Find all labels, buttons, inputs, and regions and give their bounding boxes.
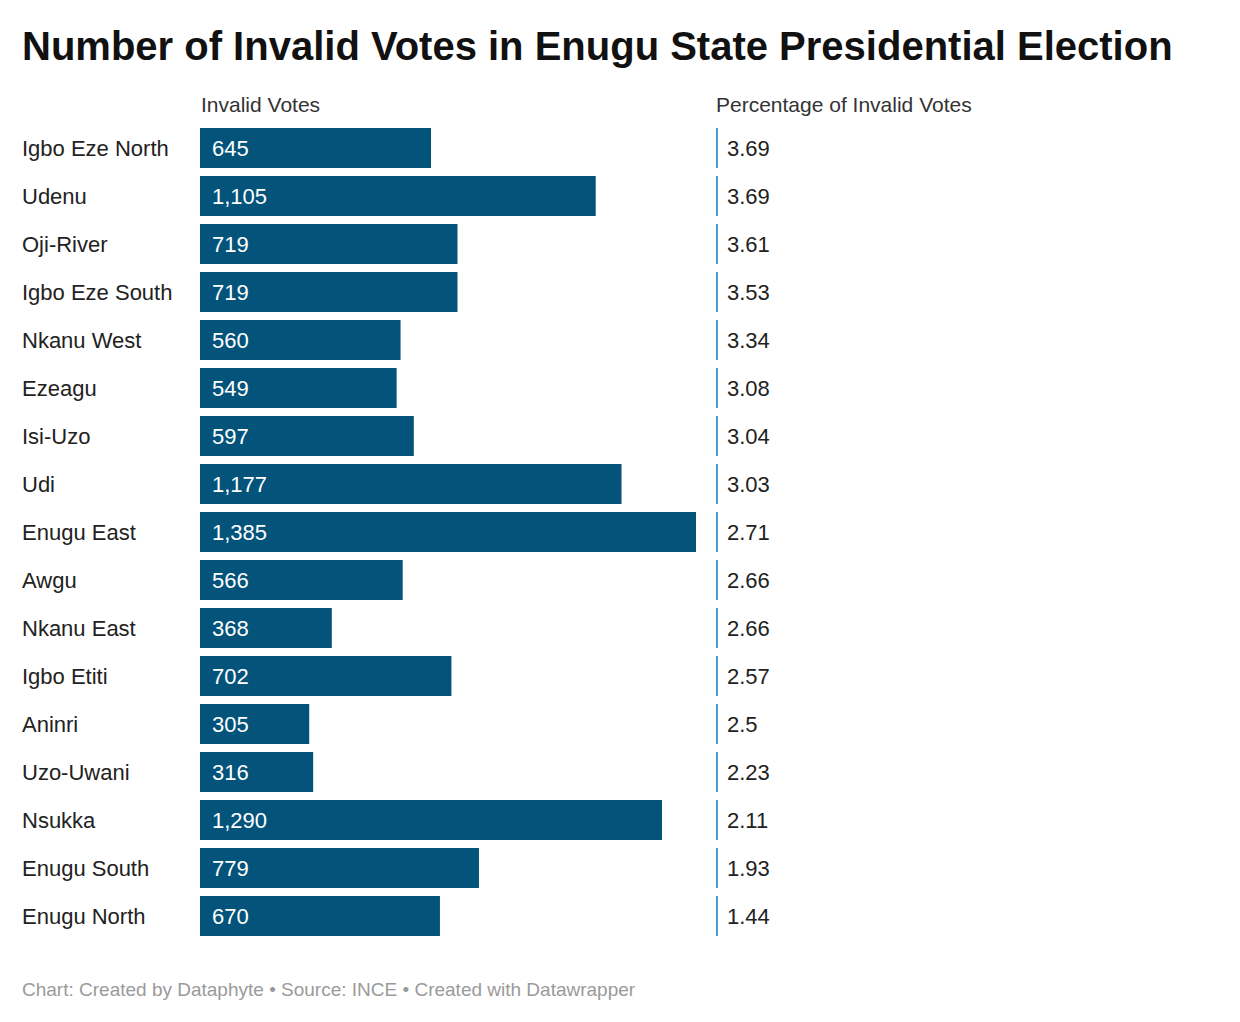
data-label: 719 — [212, 280, 249, 305]
column-rule — [716, 272, 718, 312]
data-label: 702 — [212, 664, 249, 689]
column-rule — [716, 464, 718, 504]
bar — [200, 176, 596, 216]
column-rule — [716, 560, 718, 600]
table-value: 2.71 — [727, 520, 770, 545]
bars — [200, 128, 696, 936]
table-value: 3.03 — [727, 472, 770, 497]
data-label: 645 — [212, 136, 249, 161]
category-label: Igbo Etiti — [22, 664, 108, 689]
category-label: Ezeagu — [22, 376, 97, 401]
data-label: 566 — [212, 568, 249, 593]
data-label: 560 — [212, 328, 249, 353]
bar — [200, 896, 440, 936]
category-label: Nsukka — [22, 808, 96, 833]
table-value: 3.53 — [727, 280, 770, 305]
column-rule — [716, 752, 718, 792]
category-label: Uzo-Uwani — [22, 760, 130, 785]
column-rule — [716, 704, 718, 744]
table-value: 2.11 — [727, 808, 768, 833]
column-rule — [716, 896, 718, 936]
data-label: 719 — [212, 232, 249, 257]
column-rule — [716, 416, 718, 456]
column-rule — [716, 224, 718, 264]
data-label: 305 — [212, 712, 249, 737]
data-label: 779 — [212, 856, 249, 881]
bar — [200, 128, 431, 168]
bar — [200, 320, 401, 360]
category-label: Enugu North — [22, 904, 146, 929]
table-value: 3.08 — [727, 376, 770, 401]
bar — [200, 224, 457, 264]
data-label: 368 — [212, 616, 249, 641]
column-rule — [716, 176, 718, 216]
data-label: 1,105 — [212, 184, 267, 209]
category-label: Udenu — [22, 184, 87, 209]
data-label: 597 — [212, 424, 249, 449]
data-label: 316 — [212, 760, 249, 785]
category-label: Oji-River — [22, 232, 108, 257]
column-rule — [716, 656, 718, 696]
category-label: Udi — [22, 472, 55, 497]
category-label: Aninri — [22, 712, 78, 737]
table-value: 3.04 — [727, 424, 770, 449]
table-value: 1.44 — [727, 904, 770, 929]
bar — [200, 752, 313, 792]
category-label: Nkanu West — [22, 328, 141, 353]
data-labels: 645 1,105 719 719 560 549 597 1,177 1,385 566 368 7… — [212, 136, 267, 929]
bar — [200, 416, 414, 456]
column-rule — [716, 800, 718, 840]
category-label: Isi-Uzo — [22, 424, 90, 449]
bar — [200, 848, 479, 888]
category-label: Nkanu East — [22, 616, 136, 641]
bar — [200, 560, 403, 600]
data-label: 1,177 — [212, 472, 267, 497]
source: Chart: Created by Dataphyte • Source: IN… — [22, 979, 636, 1000]
column-rule — [716, 320, 718, 360]
bar — [200, 272, 457, 312]
table-value: 2.5 — [727, 712, 758, 737]
category-labels: Igbo Eze North Udenu Oji-River Igbo Eze Sou… — [22, 136, 172, 929]
data-label: 1,385 — [212, 520, 267, 545]
table-value: 3.34 — [727, 328, 770, 353]
text-column: 3.69 3.69 3.61 3.53 3.34 3.08 3.04 3.03 2.71 2.66… — [716, 128, 770, 936]
data-label: 670 — [212, 904, 249, 929]
title: Number of Invalid Votes in Enugu State P… — [22, 24, 1173, 68]
data-label: 549 — [212, 376, 249, 401]
category-label: Igbo Eze North — [22, 136, 169, 161]
bar — [200, 512, 696, 552]
column-rule — [716, 608, 718, 648]
data-label: 1,290 — [212, 808, 267, 833]
table-value: 2.23 — [727, 760, 770, 785]
category-label: Enugu South — [22, 856, 149, 881]
column-rule — [716, 368, 718, 408]
column-rule — [716, 128, 718, 168]
bar — [200, 608, 332, 648]
category-label: Enugu East — [22, 520, 136, 545]
bar — [200, 464, 622, 504]
column-header: Percentage of Invalid Votes — [716, 93, 972, 116]
column-rule — [716, 848, 718, 888]
category-label: Awgu — [22, 568, 77, 593]
table-value: 3.69 — [727, 184, 770, 209]
table-value: 1.93 — [727, 856, 770, 881]
table-value: 2.66 — [727, 568, 770, 593]
column-rule — [716, 512, 718, 552]
chart: Number of Invalid Votes in Enugu State P… — [0, 0, 1240, 1022]
bar — [200, 656, 451, 696]
bar — [200, 368, 397, 408]
category-label: Igbo Eze South — [22, 280, 172, 305]
table-value: 3.69 — [727, 136, 770, 161]
bar — [200, 704, 309, 744]
table-value: 2.57 — [727, 664, 770, 689]
column-header: Invalid Votes — [201, 93, 320, 116]
bar — [200, 800, 662, 840]
table-value: 3.61 — [727, 232, 770, 257]
table-value: 2.66 — [727, 616, 770, 641]
